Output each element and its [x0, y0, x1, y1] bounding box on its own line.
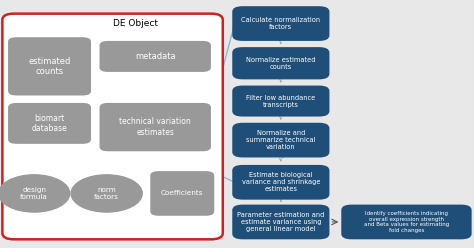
- Text: Coefficients: Coefficients: [161, 190, 203, 196]
- Text: Filter low abundance
transcripts: Filter low abundance transcripts: [246, 94, 316, 108]
- Text: design
formula: design formula: [20, 187, 48, 200]
- FancyBboxPatch shape: [232, 86, 329, 117]
- FancyBboxPatch shape: [232, 165, 329, 200]
- Text: Normalize estimated
counts: Normalize estimated counts: [246, 57, 316, 70]
- Text: biomart
database: biomart database: [32, 114, 67, 133]
- FancyBboxPatch shape: [8, 103, 91, 144]
- Text: Normalize and
summarize technical
variation: Normalize and summarize technical variat…: [246, 130, 316, 150]
- FancyBboxPatch shape: [232, 47, 329, 79]
- Text: estimated
counts: estimated counts: [28, 57, 71, 76]
- Circle shape: [71, 175, 142, 212]
- Text: Parameter estimation and
estimate variance using
general linear model: Parameter estimation and estimate varian…: [237, 212, 325, 232]
- FancyBboxPatch shape: [100, 103, 211, 151]
- FancyBboxPatch shape: [8, 37, 91, 95]
- Text: norm
factors: norm factors: [94, 187, 119, 200]
- Text: Estimate biological
variance and shrinkage
estimates: Estimate biological variance and shrinka…: [242, 172, 320, 192]
- FancyBboxPatch shape: [232, 6, 329, 41]
- FancyBboxPatch shape: [341, 205, 472, 239]
- FancyBboxPatch shape: [150, 171, 214, 216]
- FancyBboxPatch shape: [232, 123, 329, 157]
- FancyBboxPatch shape: [100, 41, 211, 72]
- Text: metadata: metadata: [135, 52, 175, 61]
- Circle shape: [0, 175, 70, 212]
- Text: technical variation
estimates: technical variation estimates: [119, 117, 191, 137]
- Text: DE Object: DE Object: [113, 19, 157, 28]
- Text: Calculate normalization
factors: Calculate normalization factors: [241, 17, 320, 30]
- FancyBboxPatch shape: [232, 205, 329, 239]
- FancyBboxPatch shape: [2, 14, 223, 239]
- Text: Identify coefficients indicating
overall expression strength
and Beta values for: Identify coefficients indicating overall…: [364, 211, 449, 233]
